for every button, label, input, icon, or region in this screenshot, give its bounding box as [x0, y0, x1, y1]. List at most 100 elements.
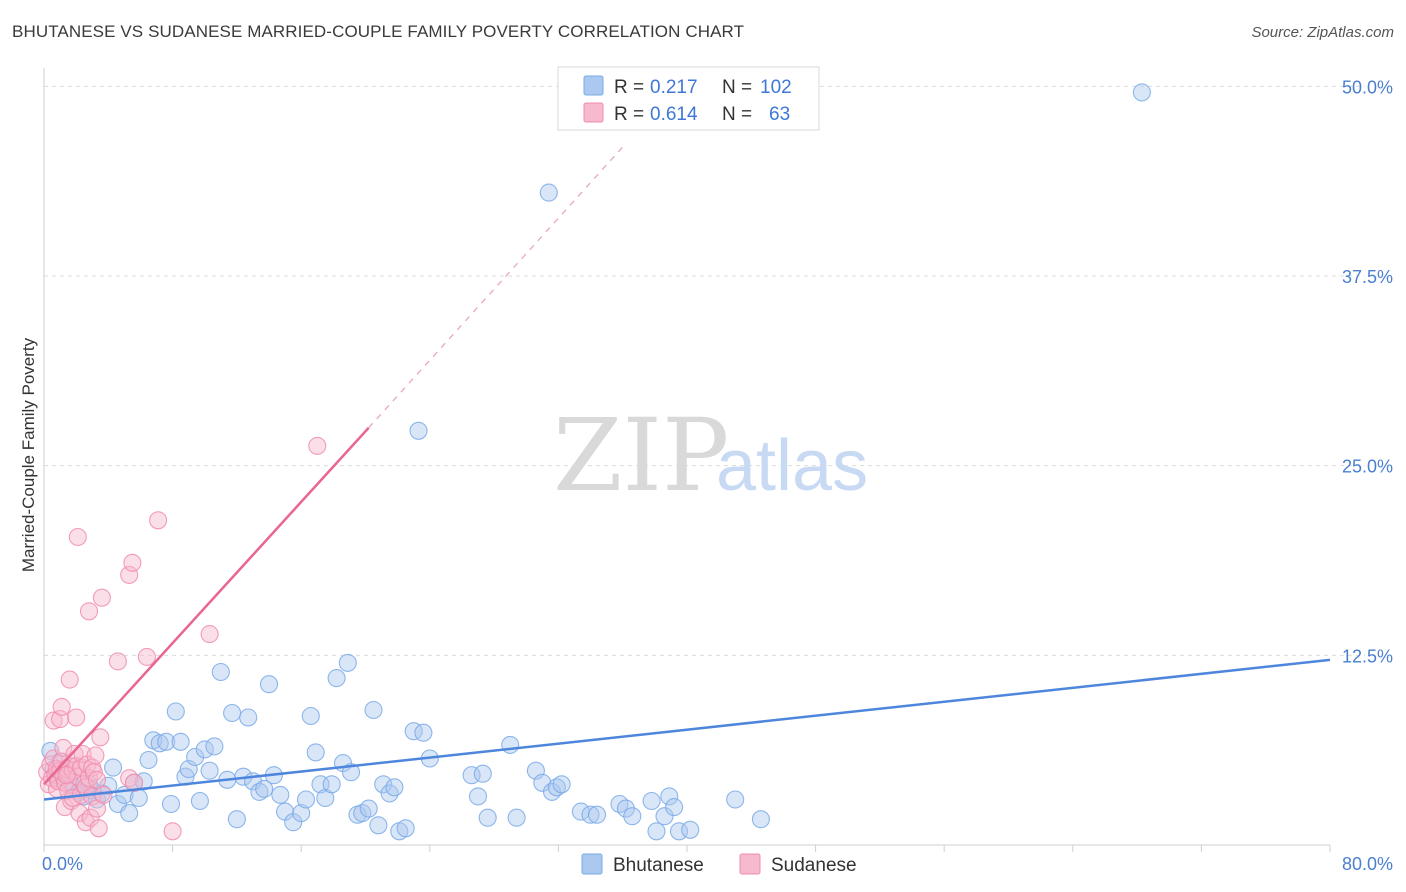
bhutanese-point-21 [139, 750, 158, 770]
bhutanese-point-89 [610, 794, 629, 814]
legend-n-label-sudanese: N = [722, 104, 752, 125]
bhutanese-point-51 [301, 706, 320, 726]
sudanese-point-28 [67, 708, 86, 727]
bhutanese-point-94 [655, 807, 674, 826]
bhutanese-point-76 [473, 764, 492, 783]
bhutanese-point-49 [292, 804, 311, 823]
chart-title: BHUTANESE VS SUDANESE MARRIED-COUPLE FAM… [12, 22, 745, 41]
sudanese-point-60 [200, 625, 219, 644]
bhutanese-point-50 [296, 790, 316, 809]
bottom-legend-label-bhutanese: Bhutanese [613, 855, 704, 876]
bhutanese-point-62 [359, 799, 378, 818]
bhutanese-point-85 [552, 775, 571, 794]
bhutanese-point-101 [1132, 83, 1151, 102]
trend-lines [43, 146, 1331, 801]
bhutanese-point-92 [642, 791, 661, 811]
sudanese-point-30 [68, 527, 87, 547]
watermark: ZIP atlas [553, 397, 868, 514]
sudanese-point-45 [86, 746, 105, 765]
sudanese-point-22 [60, 670, 79, 689]
legend-swatch-sudanese [583, 102, 604, 123]
bhutanese-point-71 [409, 421, 428, 440]
bhutanese-point-98 [681, 820, 700, 839]
bhutanese-point-64 [369, 816, 388, 835]
bhutanese-point-87 [581, 805, 600, 824]
bottom-legend-swatch-bhutanese [581, 853, 603, 875]
sudanese-point-59 [163, 822, 182, 841]
bhutanese-point-31 [190, 791, 209, 811]
tick-labels: 12.5% 25.0% 37.5% 50.0% 0.0% 80.0% [42, 77, 1393, 874]
y-tick-label-3: 50.0% [1342, 77, 1393, 97]
bhutanese-point-67 [385, 778, 404, 797]
bhutanese-point-59 [341, 763, 361, 782]
sudanese-point-56 [124, 773, 144, 792]
bhutanese-point-34 [205, 737, 224, 756]
bhutanese-point-100 [751, 810, 770, 829]
sudanese-point-49 [91, 728, 110, 747]
bhutanese-point-81 [533, 773, 552, 792]
bhutanese-point-82 [539, 183, 558, 202]
bhutanese-point-96 [665, 798, 684, 817]
bhutanese-point-58 [338, 653, 357, 672]
bhutanese-point-43 [255, 779, 274, 798]
bhutanese-point-70 [404, 722, 423, 741]
bhutanese-point-63 [364, 700, 383, 720]
bhutanese-point-91 [623, 807, 642, 826]
bhutanese-point-26 [166, 702, 185, 721]
sudanese-point-50 [92, 588, 111, 607]
bhutanese-point-14 [104, 758, 123, 777]
bottom-legend-swatch-sudanese [739, 853, 761, 875]
bhutanese-point-37 [223, 703, 242, 723]
bhutanese-point-30 [186, 747, 205, 767]
bhutanese-point-84 [547, 778, 566, 797]
source-label: Source: ZipAtlas.com [1251, 24, 1394, 41]
sudanese-point-55 [123, 553, 142, 572]
sudanese-point-57 [137, 647, 156, 666]
sudanese-point-58 [149, 511, 168, 530]
x-tick-label-0: 0.0% [42, 854, 83, 874]
legend-r-value-bhutanese: 0.217 [650, 77, 698, 98]
bhutanese-point-19 [129, 788, 148, 808]
watermark-atlas: atlas [716, 426, 868, 506]
bhutanese-point-55 [322, 775, 341, 794]
axes [43, 68, 1331, 852]
bhutanese-point-44 [259, 675, 279, 694]
y-tick-label-0: 12.5% [1342, 646, 1393, 666]
legend-n-label-bhutanese: N = [722, 77, 752, 98]
legend-n-value-sudanese: 63 [769, 104, 790, 125]
sudanese-point-14 [54, 738, 73, 757]
bhutanese-point-25 [161, 794, 181, 814]
x-tick-label-1: 80.0% [1342, 854, 1393, 874]
sudanese-trendline [43, 426, 370, 786]
bhutanese-point-99 [726, 790, 745, 809]
bhutanese-point-79 [507, 808, 526, 827]
bhutanese-point-95 [660, 787, 679, 806]
legend-box: R = 0.217 N = 102 R = 0.614 N = 63 [557, 66, 820, 131]
grid-lines [44, 85, 1365, 656]
bhutanese-point-77 [478, 808, 497, 827]
bottom-legend: Bhutanese Sudanese [581, 853, 857, 876]
sudanese-point-61 [308, 436, 327, 455]
legend-r-label-bhutanese: R = [614, 77, 644, 98]
bhutanese-point-78 [501, 735, 520, 754]
sudanese-point-4 [44, 711, 63, 730]
bhutanese-point-88 [587, 805, 607, 824]
sudanese-trendline-extension [368, 146, 624, 429]
watermark-zip: ZIP [553, 397, 729, 514]
sudanese-point-48 [89, 819, 108, 838]
legend-r-label-sudanese: R = [614, 104, 644, 125]
sudanese-point-54 [120, 565, 139, 584]
bhutanese-point-13 [99, 776, 118, 795]
bhutanese-point-66 [380, 784, 399, 803]
bhutanese-point-24 [157, 732, 176, 751]
bhutanese-point-52 [306, 743, 325, 762]
bhutanese-point-42 [250, 782, 269, 801]
bhutanese-point-38 [227, 810, 246, 829]
y-tick-label-1: 25.0% [1342, 457, 1393, 477]
bhutanese-point-69 [396, 819, 415, 838]
bhutanese-point-93 [647, 822, 666, 841]
y-axis-label: Married-Couple Family Poverty [19, 337, 38, 572]
sudanese-point-40 [79, 602, 99, 621]
bhutanese-point-72 [414, 723, 433, 742]
